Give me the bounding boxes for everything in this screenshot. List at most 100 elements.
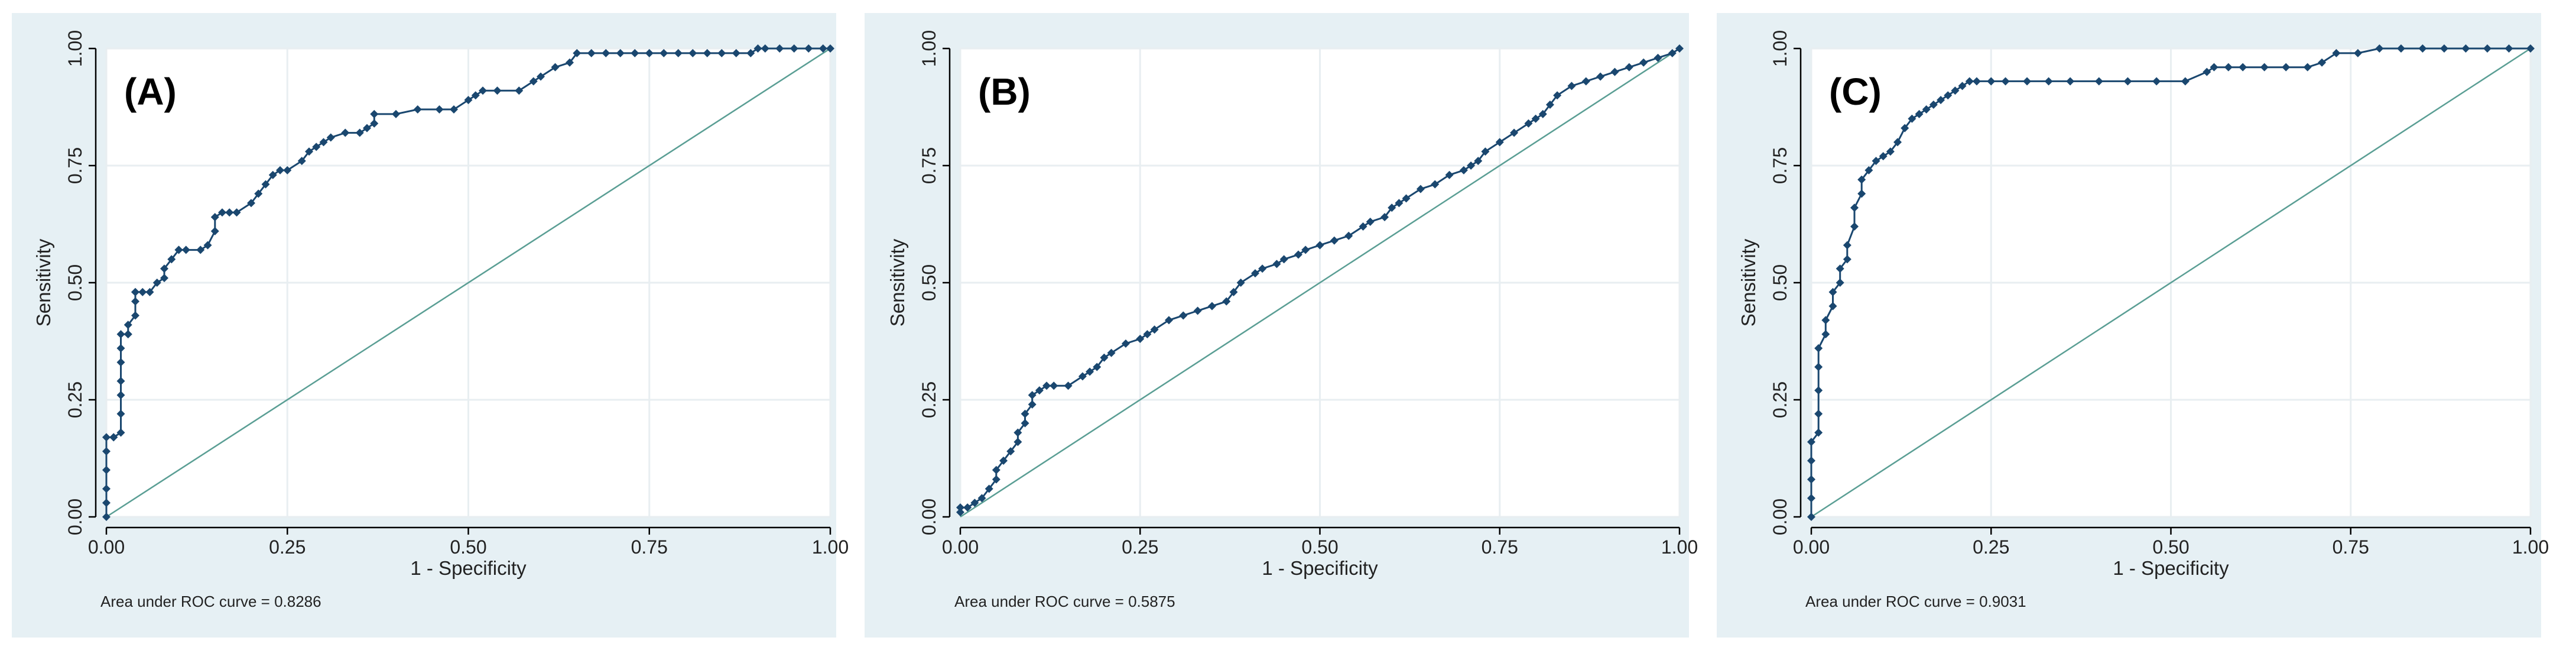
roc-point [977,494,986,503]
roc-point [992,465,1000,474]
roc-point [181,245,190,254]
roc-point [2239,63,2247,72]
panel-label: (A) [124,70,177,113]
roc-point [602,48,610,57]
roc-point [1972,77,1981,86]
roc-point [102,433,111,442]
roc-point [963,503,972,512]
roc-point [1121,339,1130,348]
roc-point [1086,367,1094,376]
roc-point [370,119,379,128]
roc-point [1495,138,1504,147]
roc-point [2303,63,2312,72]
roc-point [1380,213,1389,222]
roc-point [102,499,111,507]
roc-point [2526,44,2535,53]
x-tick-label: 1.00 [812,536,849,558]
roc-point [1143,330,1152,339]
roc-point [2396,44,2405,53]
roc-point [1258,264,1267,273]
roc-point [1042,381,1051,390]
roc-point [138,287,147,296]
x-axis-title: 1 - Specificity [410,557,527,579]
roc-point [435,105,444,114]
roc-point [1807,456,1815,465]
roc-point [1857,189,1866,198]
reference-line [960,47,1680,518]
roc-point [1035,386,1044,395]
roc-point [1021,409,1029,418]
x-tick-label: 0.50 [2152,536,2189,558]
roc-point [1538,109,1547,118]
roc-point [1545,101,1554,109]
roc-point [268,170,277,179]
y-tick-label: 0.25 [918,381,940,418]
roc-point [775,44,784,53]
roc-point [529,77,538,86]
x-tick-label: 0.00 [942,536,979,558]
roc-point [1474,157,1483,166]
roc-point [1901,124,1909,132]
roc-point [1222,297,1231,306]
roc-point [1359,222,1367,231]
roc-point [970,499,979,507]
roc-point [1639,58,1648,67]
y-tick-label: 0.50 [918,264,940,301]
roc-point [688,48,697,57]
roc-point [131,297,139,306]
x-tick-label: 0.25 [1122,536,1158,558]
roc-point [1136,335,1145,344]
roc-point [261,180,270,189]
roc-point [1524,119,1533,128]
roc-point [131,287,139,296]
roc-point [2418,44,2427,53]
roc-point [355,128,364,137]
roc-point [616,48,625,57]
roc-point [1814,344,1823,352]
y-tick-label: 1.00 [64,30,86,67]
roc-point [319,138,328,147]
auc-note: Area under ROC curve = 0.5875 [954,593,1175,610]
roc-point [703,48,712,57]
roc-point [1951,86,1960,95]
y-tick-label: 0.75 [918,147,940,184]
roc-point [131,311,139,320]
roc-point [160,264,168,273]
roc-point [283,166,292,174]
roc-point [1193,306,1202,315]
roc-point [450,105,458,114]
roc-point [1908,114,1916,123]
roc-point [2353,48,2362,57]
roc-panel: 0.00 0.25 0.50 0.75 1.00 0.00 0.25 0.50 0.75 1.00… [1717,13,2549,638]
roc-point [1395,199,1404,208]
roc-point [956,503,964,512]
roc-point [1553,91,1562,100]
roc-point [124,321,132,329]
roc-point [196,245,205,254]
roc-point [1807,494,1815,503]
roc-point [660,48,668,57]
roc-point [2023,77,2032,86]
roc-point [116,358,125,367]
roc-point [2318,58,2327,67]
roc-point [587,48,596,57]
roc-point [116,377,125,386]
roc-point [566,58,574,67]
roc-point [1814,386,1823,395]
roc-point [826,44,834,53]
roc-point [2044,77,2053,86]
roc-point [804,44,813,53]
roc-point [1814,428,1823,437]
roc-point [2461,44,2470,53]
roc-point [2224,63,2233,72]
roc-point [1567,82,1576,90]
roc-point [1164,316,1173,325]
roc-point [1344,231,1353,240]
roc-point [1150,325,1159,334]
roc-point [1828,287,1837,296]
roc-point [1872,157,1880,166]
reference-line [106,47,831,518]
roc-point [2282,63,2291,72]
roc-point [1814,409,1823,418]
roc-point [116,409,125,418]
